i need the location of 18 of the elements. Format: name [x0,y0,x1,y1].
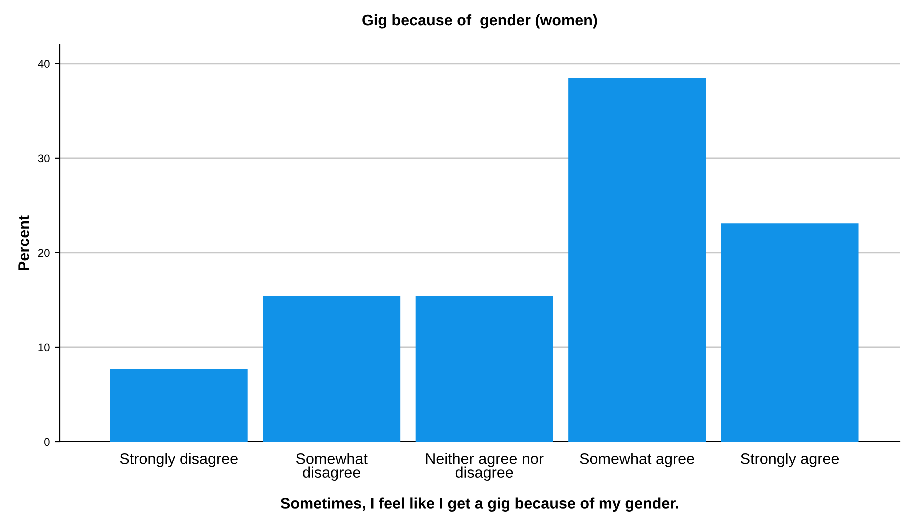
x-tick-label: Strongly agree [741,453,840,468]
x-tick-label: Somewhat disagree [296,453,368,482]
x-tick-label: Neither agree nor disagree [426,453,544,482]
y-axis-title: Percent [18,216,30,270]
bar [568,78,706,442]
y-tick-label: 10 [38,344,50,352]
y-tick-label: 30 [38,154,50,163]
bar [721,224,859,442]
y-tick-label: 40 [38,60,50,68]
bar [416,296,554,442]
y-tick-label: 20 [38,249,50,258]
y-tick-label: 0 [44,438,50,446]
bar [110,369,248,442]
x-tick-label: Strongly disagree [120,453,238,468]
x-tick-label: Somewhat agree [580,453,694,468]
chart-title: Gig because of gender (women) [362,14,598,29]
x-axis-title: Sometimes, I feel like I get a gig because of my gender. [280,498,678,512]
bar [263,296,401,442]
